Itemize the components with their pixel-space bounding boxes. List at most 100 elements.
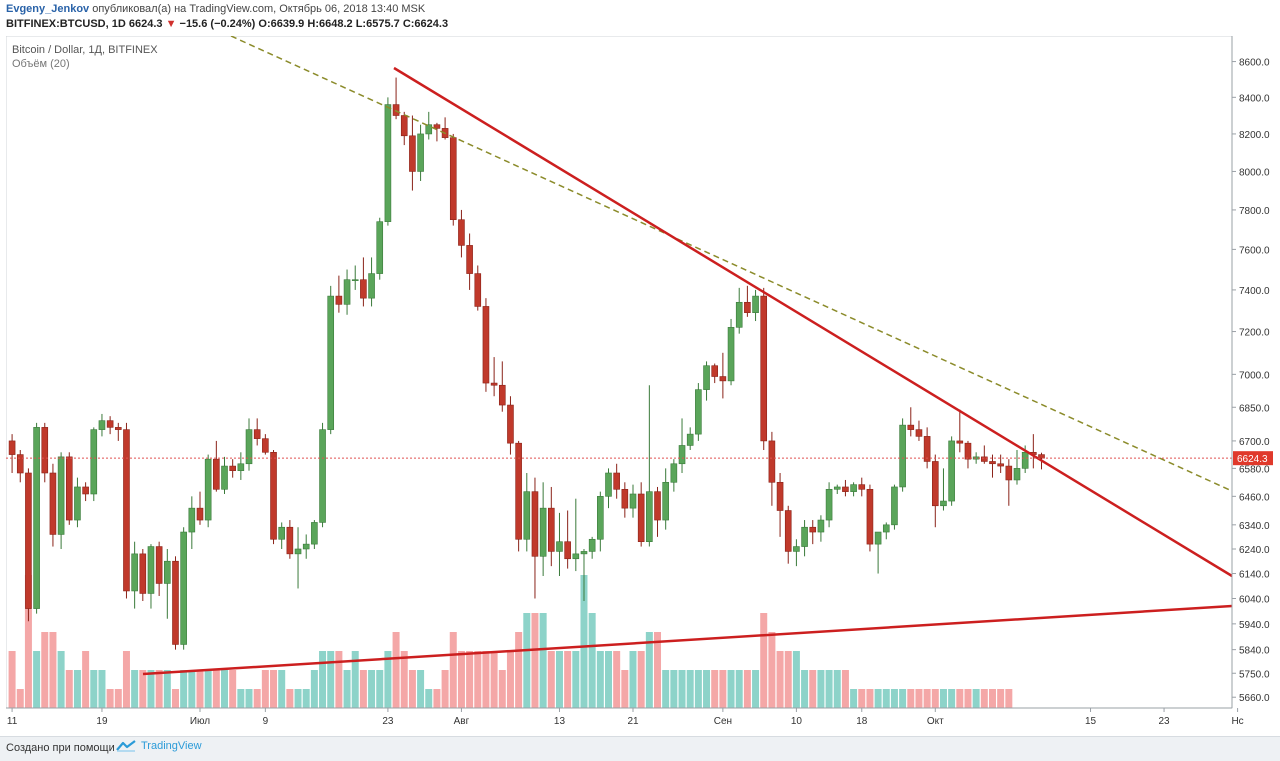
price-tick-label: 8600.0 [1239,58,1270,69]
volume-bar [49,632,57,708]
volume-bar [735,670,743,708]
candle-body [531,491,539,557]
candle-body [891,486,898,526]
volume-bar [8,651,16,708]
volume-bar [441,670,449,708]
candle-body [180,531,187,645]
price-tick-label: 7000.0 [1239,370,1270,381]
volume-bar [400,651,408,708]
price-tick-label: 7800.0 [1239,206,1270,217]
candle-body [719,376,727,382]
volume-bar [719,670,727,708]
volume-bar [408,670,416,708]
candle-body [270,451,277,540]
volume-bar [613,651,621,708]
volume-bar [801,670,809,708]
candle-body [768,440,776,483]
price-tick-label: 6700.0 [1239,437,1270,448]
candle-body [335,295,343,305]
candle-body [25,472,32,609]
price-axis[interactable]: 8600.0 8400.0 8200.0 8000.0 7800.0 7600.0 7400… [1231,36,1270,708]
volume-bar [261,670,269,708]
volume-bar [359,670,367,708]
volume-bar [449,632,457,708]
candle-body [8,440,16,455]
chart-area[interactable]: 6624.3 8600.0 8400.0 8200.0 8000.0 7800.0 760… [5,35,1274,736]
volume-bar [188,670,196,708]
volume-bar [784,651,792,708]
price-tick-label: 8000.0 [1239,167,1270,178]
candle-body [997,463,1004,467]
price-tick-label: 6140.0 [1239,570,1270,581]
volume-bar [1005,689,1013,708]
volume-bar [629,651,637,708]
candle-body [237,463,245,471]
volume-bar [73,670,81,708]
time-axis[interactable]: 11 19 Июл 9 23 Авг 13 21 Сен 10 18 Окт 15 23 Нс [6,707,1244,727]
change-value: −15.6 (−0.24%) [179,18,256,30]
volume-bar [392,632,400,708]
volume-bar [645,632,653,708]
last-value: 6624.3 [128,18,163,30]
volume-bar [890,689,898,708]
candle-body [809,526,817,533]
candle-body [433,124,441,129]
volume-bar [482,651,490,708]
tradingview-link[interactable]: TradingView [116,740,202,752]
volume-bar [196,670,204,708]
candle-body [482,306,490,384]
candle-body [981,456,988,462]
last-price-label: 6624.3 [1237,454,1268,465]
volume-bar [310,670,318,708]
volume-bar [572,651,580,708]
candle-body [360,279,367,299]
high-value: 6648.2 [318,18,353,30]
price-tick-label: 7600.0 [1239,245,1270,256]
volume-bar [163,670,171,708]
candle-body [425,124,433,135]
candle-body [155,546,163,584]
candle-body [597,496,604,540]
candle-body [646,491,653,543]
candle-body [368,273,375,299]
volume-bar [555,651,563,708]
price-tick-label: 5840.0 [1239,646,1270,657]
volume-bar [621,670,629,708]
trendlines: 6624.3 [6,35,1273,676]
time-tick-label: Авг [454,716,470,727]
candle-body [262,438,269,453]
price-chart[interactable]: 6624.3 8600.0 8400.0 8200.0 8000.0 7800.0 760… [5,35,1274,736]
price-tick-label: 5750.0 [1239,669,1270,680]
candle-body [221,465,228,490]
volume-bar [964,689,972,708]
candle-body [850,484,857,492]
candle-body [711,365,719,377]
candle-body [507,404,514,444]
candle-body [343,279,351,305]
candle-body [1013,468,1021,481]
volume-bar [825,670,833,708]
author-link[interactable]: Evgeny_Jenkov [6,3,90,15]
price-tick-label: 7400.0 [1239,286,1270,297]
candle-body [964,442,972,460]
volume-legend: Объём (20) [12,58,70,70]
volume-bar [498,670,506,708]
tradingview-brand: TradingView [141,740,202,752]
candle-body [302,543,310,550]
candle-body [98,420,106,430]
volume-bar [302,689,310,708]
candle-body [90,429,98,495]
volume-bar [319,651,327,708]
volume-bar [33,651,41,708]
price-tick-label: 8400.0 [1239,93,1270,104]
volume-bar [547,651,555,708]
candle-body [621,488,629,509]
volume-bar [237,689,245,708]
candle-body [866,488,874,545]
candle-body [899,424,906,488]
candle-body [695,389,702,435]
volume-bar [41,632,49,708]
price-tick-label: 6580.0 [1239,464,1270,475]
candle-body [229,465,236,471]
volume-bar [841,670,849,708]
